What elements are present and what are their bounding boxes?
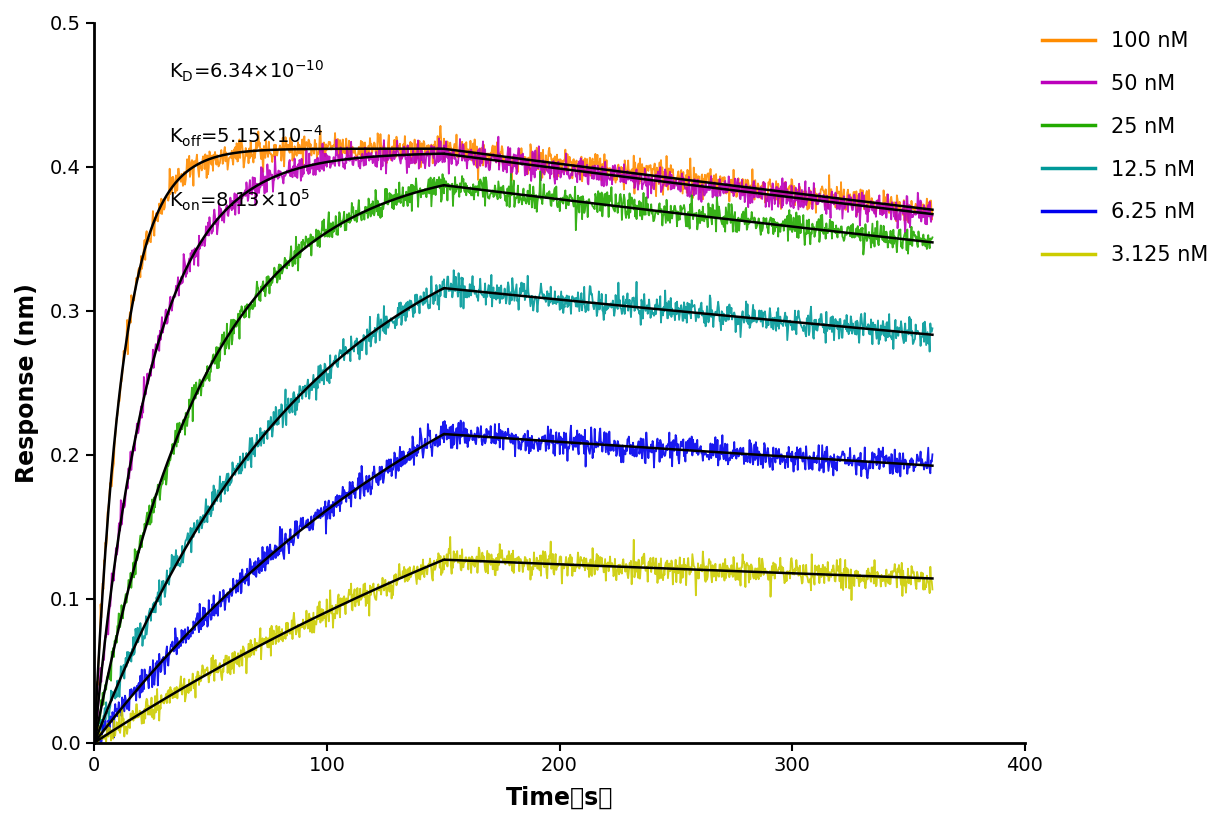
Legend: 100 nM, 50 nM, 25 nM, 12.5 nM, 6.25 nM, 3.125 nM: 100 nM, 50 nM, 25 nM, 12.5 nM, 6.25 nM, …: [1034, 22, 1217, 274]
X-axis label: Time（s）: Time（s）: [506, 786, 614, 810]
Text: K$_\mathrm{off}$=5.15×10$^{-4}$: K$_\mathrm{off}$=5.15×10$^{-4}$: [169, 123, 323, 148]
Y-axis label: Response (nm): Response (nm): [15, 283, 39, 483]
Text: K$_\mathrm{D}$=6.34×10$^{-10}$: K$_\mathrm{D}$=6.34×10$^{-10}$: [169, 59, 324, 83]
Text: K$_\mathrm{on}$=8.13×10$^{5}$: K$_\mathrm{on}$=8.13×10$^{5}$: [169, 188, 310, 214]
